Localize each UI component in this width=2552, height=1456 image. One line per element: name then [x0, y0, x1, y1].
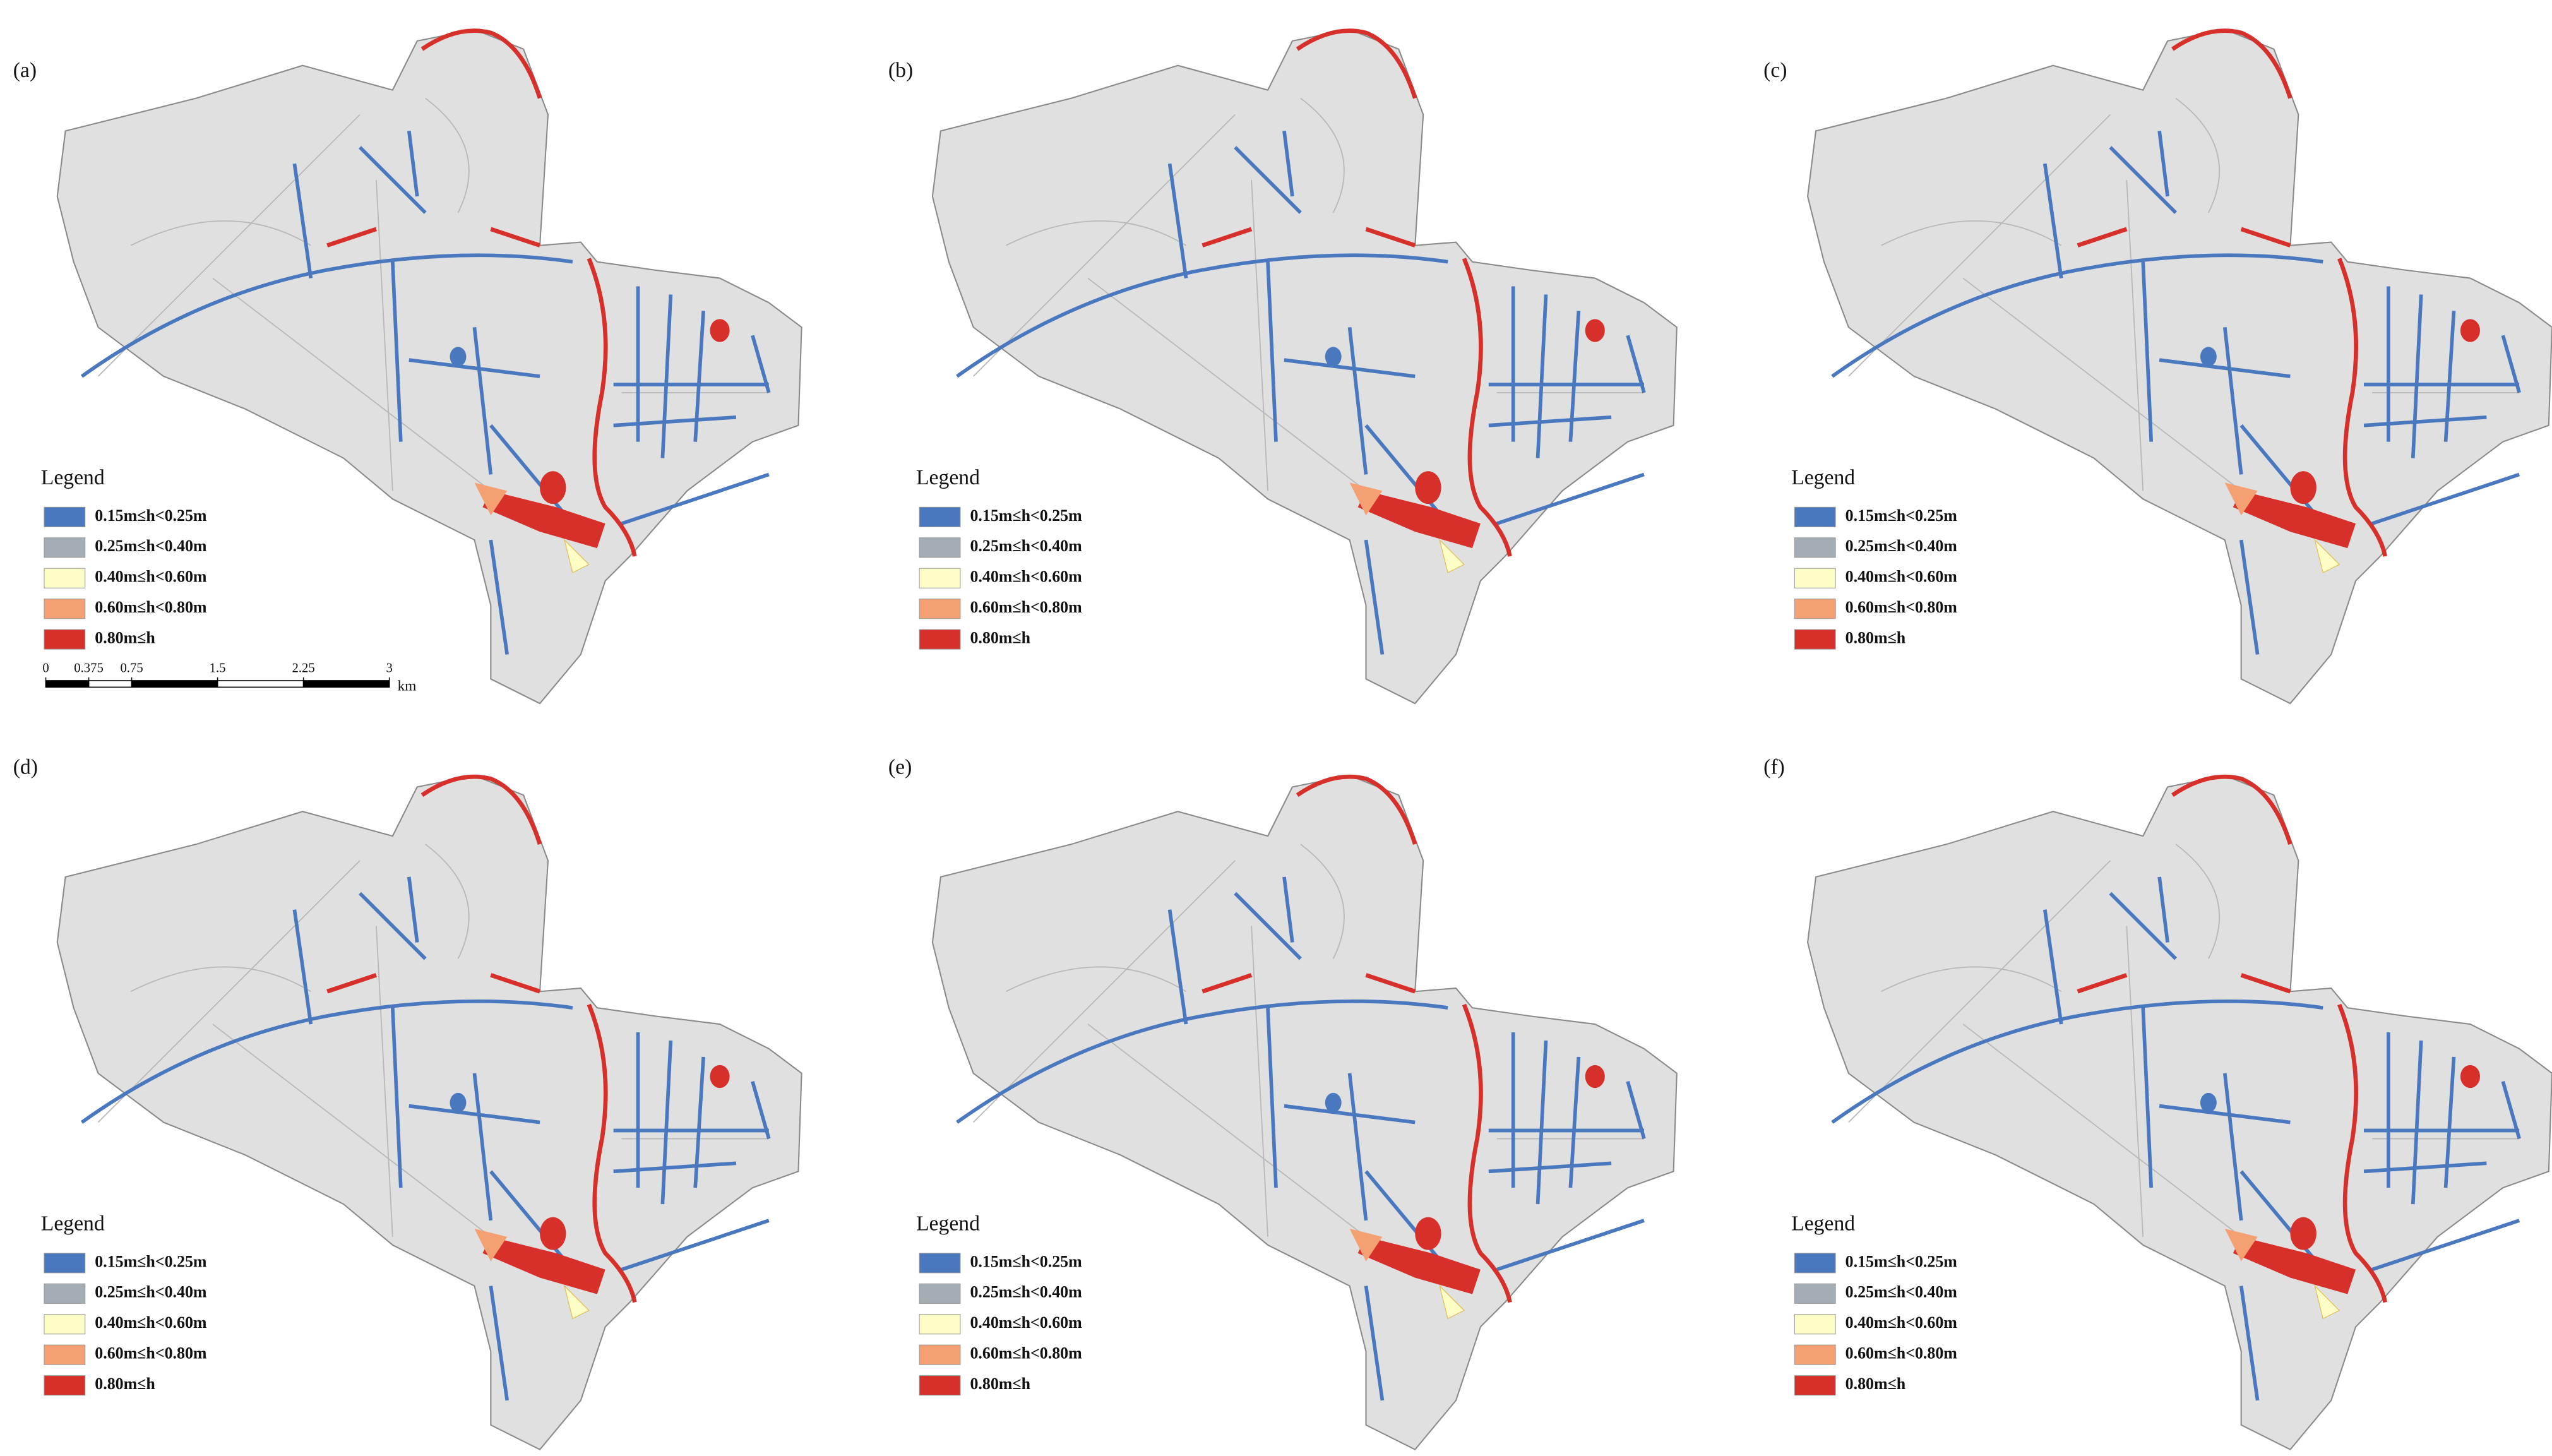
panel-label: (a)	[13, 59, 37, 82]
map-panel: Legend 0.15m≤h<0.25m 0.25m≤h<0.40m 0.40m≤h<…	[1791, 30, 2552, 704]
legend-label: 0.25m≤h<0.40m	[970, 537, 1082, 555]
legend-label: 0.60m≤h<0.80m	[1845, 598, 1958, 616]
scale-label: 1.5	[210, 662, 226, 676]
legend-swatch	[1794, 1283, 1836, 1304]
legend-label: 0.25m≤h<0.40m	[970, 1283, 1082, 1301]
legend-label: 0.15m≤h<0.25m	[95, 1252, 207, 1270]
legend-label: 0.40m≤h<0.60m	[95, 1313, 207, 1332]
legend-swatch	[1794, 1344, 1836, 1365]
panel-label: (b)	[888, 59, 913, 82]
panel-label: (c)	[1763, 59, 1787, 82]
legend-title: Legend	[1791, 466, 1855, 489]
legend-swatch	[44, 1283, 86, 1304]
legend-swatch	[44, 1344, 86, 1365]
legend-swatch	[44, 506, 86, 527]
legend-label: 0.25m≤h<0.40m	[1845, 537, 1958, 555]
map-panel: Legend 0.15m≤h<0.25m 0.25m≤h<0.40m 0.40m≤h<…	[916, 775, 1677, 1450]
scale-label: 0	[42, 662, 49, 676]
scale-label: 3	[386, 662, 392, 676]
legend-title: Legend	[916, 466, 980, 489]
legend-label: 0.40m≤h<0.60m	[95, 568, 207, 586]
legend-swatch	[919, 599, 961, 619]
scale-segment	[131, 680, 218, 688]
legend-swatch	[919, 629, 961, 650]
scale-label: 2.25	[292, 662, 315, 676]
legend-swatch	[919, 1253, 961, 1274]
legend-label: 0.40m≤h<0.60m	[1845, 568, 1958, 586]
legend-swatch	[919, 568, 961, 588]
legend-swatch	[44, 568, 86, 588]
legend-label: 0.40m≤h<0.60m	[970, 1313, 1082, 1332]
legend-swatch	[919, 1314, 961, 1335]
panel-label: (f)	[1763, 756, 1785, 779]
legend-label: 0.80m≤h	[970, 629, 1030, 647]
legend-label: 0.25m≤h<0.40m	[95, 1283, 207, 1301]
scale-segment	[217, 680, 304, 688]
legend-swatch	[919, 1283, 961, 1304]
panel-label: (d)	[13, 756, 38, 779]
legend-label: 0.80m≤h	[1845, 629, 1906, 647]
map-panel: Legend 0.15m≤h<0.25m 0.25m≤h<0.40m 0.40m≤h<…	[41, 30, 802, 704]
legend-swatch	[1794, 1253, 1836, 1274]
legend-label: 0.60m≤h<0.80m	[1845, 1344, 1958, 1363]
legend-swatch	[919, 506, 961, 527]
legend-label: 0.60m≤h<0.80m	[970, 598, 1082, 616]
scale-unit: km	[398, 678, 417, 695]
map-panel: Legend 0.15m≤h<0.25m 0.25m≤h<0.40m 0.40m≤h<…	[41, 775, 802, 1450]
legend-label: 0.15m≤h<0.25m	[1845, 506, 1958, 525]
legend-swatch	[44, 1253, 86, 1274]
legend-swatch	[1794, 568, 1836, 588]
legend-title: Legend	[916, 1212, 980, 1235]
legend-label: 0.40m≤h<0.60m	[1845, 1313, 1958, 1332]
panel-label: (e)	[888, 756, 912, 779]
scale-segment	[302, 680, 390, 688]
legend-swatch	[1794, 1314, 1836, 1335]
legend-swatch	[1794, 599, 1836, 619]
legend-label: 0.15m≤h<0.25m	[95, 506, 207, 525]
legend-label: 0.40m≤h<0.60m	[970, 568, 1082, 586]
legend-label: 0.60m≤h<0.80m	[970, 1344, 1082, 1363]
legend-swatch	[1794, 537, 1836, 558]
legend-swatch	[44, 1314, 86, 1335]
scale-label: 0.75	[120, 662, 143, 676]
legend-swatch	[919, 1344, 961, 1365]
legend-label: 0.80m≤h	[1845, 1375, 1906, 1393]
legend-label: 0.15m≤h<0.25m	[1845, 1252, 1958, 1270]
legend-swatch	[44, 1375, 86, 1396]
legend-label: 0.25m≤h<0.40m	[95, 537, 207, 555]
legend-swatch	[919, 1375, 961, 1396]
legend-label: 0.60m≤h<0.80m	[95, 598, 207, 616]
legend-label: 0.25m≤h<0.40m	[1845, 1283, 1958, 1301]
legend-swatch	[1794, 629, 1836, 650]
map-panel: Legend 0.15m≤h<0.25m 0.25m≤h<0.40m 0.40m≤h<…	[916, 30, 1677, 704]
scale-label: 0.375	[74, 662, 104, 676]
legend-label: 0.80m≤h	[95, 1375, 155, 1393]
legend-swatch	[44, 537, 86, 558]
legend-label: 0.60m≤h<0.80m	[95, 1344, 207, 1363]
map-panel: Legend 0.15m≤h<0.25m 0.25m≤h<0.40m 0.40m≤h<…	[1791, 775, 2552, 1450]
legend-swatch	[44, 629, 86, 650]
legend-swatch	[1794, 1375, 1836, 1396]
scale-segment	[45, 680, 90, 688]
legend-swatch	[44, 599, 86, 619]
legend-label: 0.80m≤h	[970, 1375, 1030, 1393]
legend-label: 0.15m≤h<0.25m	[970, 1252, 1082, 1270]
legend-title: Legend	[41, 1212, 105, 1235]
legend-label: 0.80m≤h	[95, 629, 155, 647]
scale-segment	[88, 680, 133, 688]
legend-swatch	[919, 537, 961, 558]
legend-label: 0.15m≤h<0.25m	[970, 506, 1082, 525]
legend-title: Legend	[1791, 1212, 1855, 1235]
legend-title: Legend	[41, 466, 105, 489]
legend-swatch	[1794, 506, 1836, 527]
